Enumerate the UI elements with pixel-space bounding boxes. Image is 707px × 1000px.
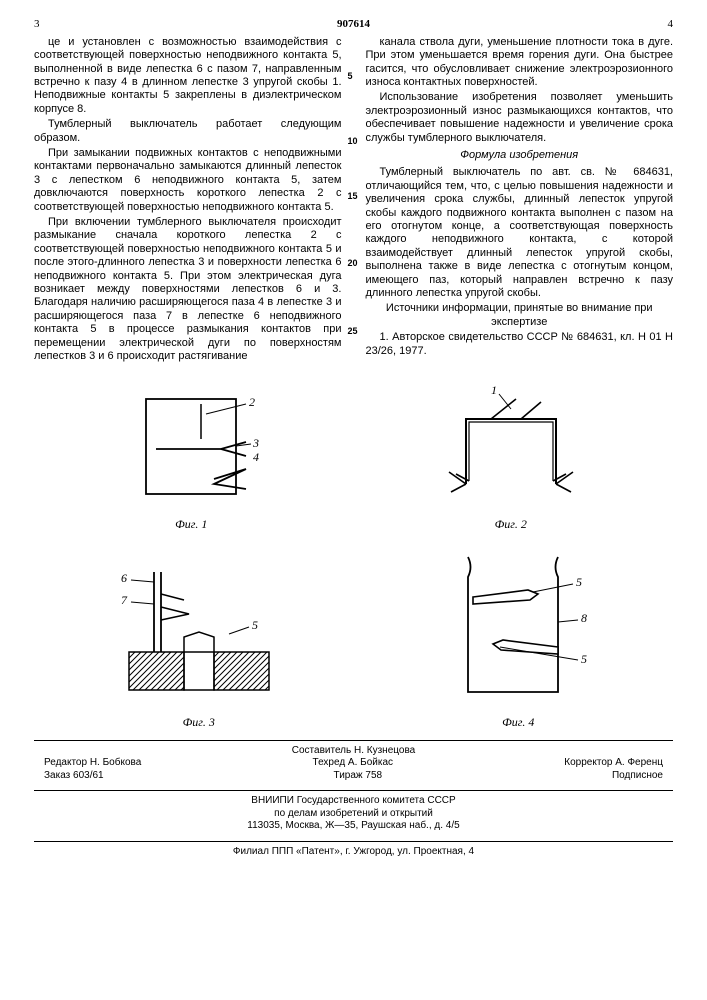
footer-corrector: Корректор А. Ференц: [564, 757, 663, 770]
figures-area: 2 3 4 Фиг. 1 1 Фиг. 2: [34, 384, 673, 730]
body-paragraph: Тумблерный выключатель работает следующи…: [34, 118, 342, 145]
figure-1: 2 3 4 Фиг. 1: [116, 384, 266, 532]
divider: [34, 841, 673, 842]
body-paragraph: Использование изобретения позволяет умен…: [366, 91, 674, 145]
line-number: 10: [348, 136, 358, 147]
fig-label: 8: [581, 611, 587, 625]
body-paragraph: При замыкании подвижных контактов с непо…: [34, 147, 342, 214]
line-number: 25: [348, 326, 358, 337]
footer-row: Редактор Н. Бобкова Техред А. Бойкас Кор…: [34, 757, 673, 770]
footer-org: ВНИИПИ Государственного комитета СССР: [34, 795, 673, 808]
figure-3: 6 7 5 Фиг. 3: [109, 552, 289, 730]
fig-label: 5: [252, 618, 258, 632]
footer-compiler: Составитель Н. Кузнецова: [34, 745, 673, 758]
fig-label: 5: [576, 575, 582, 589]
body-paragraph: 1. Авторское свидетельство СССР № 684631…: [366, 331, 674, 358]
fig-label: 5: [581, 652, 587, 666]
fig-label: 3: [252, 436, 259, 450]
line-number: 5: [348, 71, 353, 82]
figure-row: 2 3 4 Фиг. 1 1 Фиг. 2: [34, 384, 673, 532]
figure-caption: Фиг. 2: [431, 517, 591, 532]
page-header: 3 907614 4: [34, 18, 673, 32]
footer-tirazh: Тираж 758: [334, 770, 383, 783]
fig-label: 7: [121, 593, 128, 607]
formula-title: Формула изобретения: [366, 149, 674, 162]
sources-title: Источники информации, принятые во вниман…: [366, 302, 674, 329]
footer-addr: 113035, Москва, Ж—35, Раушская наб., д. …: [34, 820, 673, 833]
fig-label: 2: [249, 395, 255, 409]
text-columns: це и установлен с возможностью взаимодей…: [34, 36, 673, 366]
body-paragraph: При включении тумблерного выключателя пр…: [34, 216, 342, 363]
figure-row: 6 7 5 Фиг. 3 5 8: [34, 542, 673, 730]
line-number: 20: [348, 258, 358, 269]
fig4-svg: 5 8 5: [438, 542, 598, 712]
divider: [34, 790, 673, 791]
body-paragraph: це и установлен с возможностью взаимодей…: [34, 36, 342, 116]
fig-label: 1: [491, 384, 497, 397]
body-paragraph: Тумблерный выключатель по авт. св. № 684…: [366, 166, 674, 300]
figure-caption: Фиг. 4: [438, 715, 598, 730]
figure-2: 1 Фиг. 2: [431, 384, 591, 532]
footer-row: Заказ 603/61 Тираж 758 Подписное: [34, 770, 673, 783]
footer-order: Заказ 603/61: [44, 770, 104, 783]
fig-label: 6: [121, 571, 127, 585]
figure-caption: Фиг. 3: [109, 715, 289, 730]
footer-org: по делам изобретений и открытий: [34, 808, 673, 821]
figure-4: 5 8 5 Фиг. 4: [438, 542, 598, 730]
patent-number: 907614: [40, 18, 668, 32]
footer-techred: Техред А. Бойкас: [313, 757, 394, 770]
fig1-svg: 2 3 4: [116, 384, 266, 514]
figure-caption: Фиг. 1: [116, 517, 266, 532]
fig2-svg: 1: [431, 384, 591, 514]
divider: [34, 740, 673, 741]
footer-podpis: Подписное: [612, 770, 663, 783]
footer-editor: Редактор Н. Бобкова: [44, 757, 141, 770]
fig3-svg: 6 7 5: [109, 552, 289, 712]
body-paragraph: канала ствола дуги, уменьшение плотности…: [366, 36, 674, 90]
fig-label: 4: [253, 450, 259, 464]
right-column: 5 10 15 20 25 канала ствола дуги, уменьш…: [366, 36, 674, 366]
page: 3 907614 4 це и установлен с возможность…: [0, 0, 707, 868]
page-number-right: 4: [668, 18, 674, 32]
footer-addr: Филиал ППП «Патент», г. Ужгород, ул. Про…: [34, 846, 673, 859]
left-column: це и установлен с возможностью взаимодей…: [34, 36, 342, 366]
footer-block: Составитель Н. Кузнецова Редактор Н. Боб…: [34, 745, 673, 859]
line-number: 15: [348, 191, 358, 202]
